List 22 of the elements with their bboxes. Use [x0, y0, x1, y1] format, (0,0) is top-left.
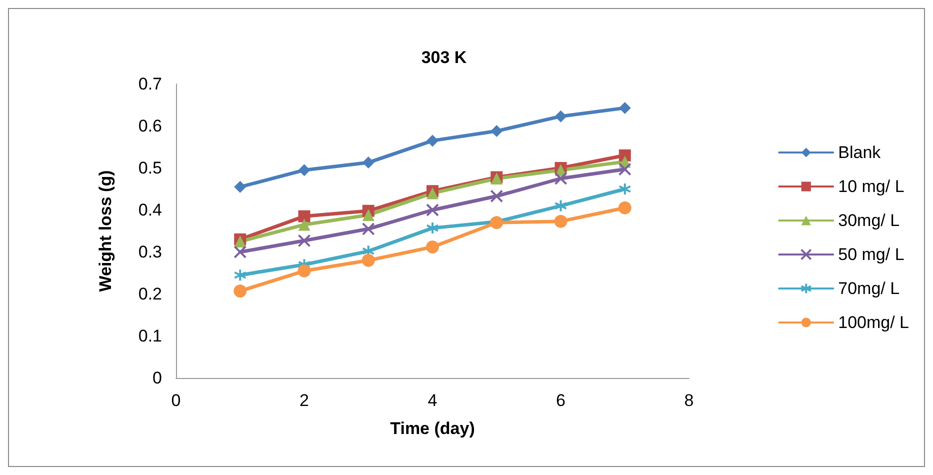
y-tick-label: 0.7 [138, 74, 162, 94]
y-tick-label: 0.1 [138, 326, 162, 346]
y-tick-label: 0.2 [138, 284, 162, 304]
y-tick-label: 0.4 [138, 200, 162, 220]
legend-label: 70mg/ L [838, 279, 900, 298]
legend-label: 30mg/ L [838, 211, 900, 230]
x-axis-title: Time (day) [390, 419, 475, 438]
chart-title: 303 K [421, 48, 468, 67]
legend-label: 100mg/ L [838, 313, 910, 332]
legend-label: Blank [838, 143, 882, 162]
legend-label: 10 mg/ L [838, 177, 904, 196]
y-tick-label: 0.5 [138, 158, 162, 178]
y-tick-label: 0.3 [138, 242, 162, 262]
x-tick-label: 4 [428, 391, 438, 410]
y-tick-label: 0 [152, 368, 162, 388]
x-tick-label: 6 [556, 391, 566, 410]
legend-label: 50 mg/ L [838, 245, 904, 264]
y-tick-label: 0.6 [138, 116, 162, 136]
x-tick-label: 0 [171, 391, 181, 410]
x-tick-label: 8 [684, 391, 694, 410]
x-tick-label: 2 [300, 391, 309, 410]
y-axis-title: Weight loss (g) [96, 170, 115, 292]
